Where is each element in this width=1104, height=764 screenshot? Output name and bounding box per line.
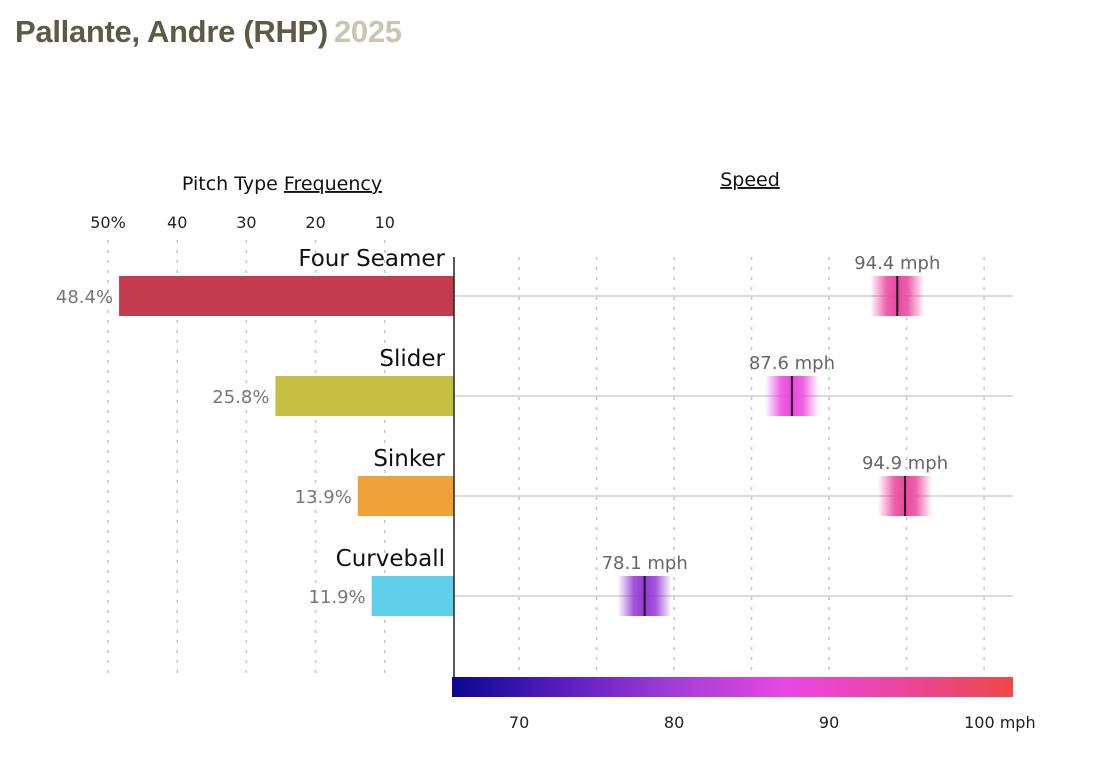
frequency-value-label: 11.9% <box>308 587 365 608</box>
frequency-tick-label: 20 <box>305 213 325 232</box>
frequency-heading[interactable]: Pitch Type Frequency <box>182 173 382 195</box>
speed-value-label: 94.4 mph <box>854 253 940 274</box>
frequency-tick-label: 50% <box>90 213 126 232</box>
chart-title: Pallante, Andre (RHP) 2025 <box>15 14 402 50</box>
frequency-tick-label: 40 <box>167 213 187 232</box>
frequency-value-label: 48.4% <box>56 287 113 308</box>
speed-tick-label: 90 <box>819 713 839 732</box>
pitch-row[interactable]: Sinker 13.9% 94.9 mph <box>295 446 1013 516</box>
frequency-bar[interactable] <box>119 276 455 316</box>
pitch-name-label: Slider <box>379 346 445 372</box>
player-name: Pallante, Andre (RHP) <box>15 14 328 49</box>
frequency-value-label: 25.8% <box>212 387 269 408</box>
season-year: 2025 <box>333 14 402 49</box>
speed-tick-label: 80 <box>664 713 684 732</box>
pitch-name-label: Sinker <box>373 446 445 472</box>
speed-color-scale <box>452 677 1013 697</box>
frequency-bar[interactable] <box>371 576 454 616</box>
frequency-value-label: 13.9% <box>295 487 352 508</box>
frequency-link[interactable]: Frequency <box>284 173 382 195</box>
speed-value-label: 94.9 mph <box>862 453 948 474</box>
speed-tick-label: 70 <box>509 713 529 732</box>
gridlines <box>107 240 985 680</box>
speed-value-label: 78.1 mph <box>602 553 688 574</box>
speed-tick-label: 100 mph <box>964 713 1036 732</box>
frequency-tick-label: 30 <box>236 213 256 232</box>
pitch-name-label: Four Seamer <box>298 246 445 272</box>
frequency-tick-label: 10 <box>375 213 395 232</box>
axis-ticks: 50% 40 30 20 10 70 80 90 100 mph <box>90 213 1035 732</box>
speed-value-label: 87.6 mph <box>749 353 835 374</box>
frequency-bar[interactable] <box>357 476 454 516</box>
speed-heading[interactable]: Speed <box>720 169 780 191</box>
frequency-bar[interactable] <box>275 376 454 416</box>
pitch-name-label: Curveball <box>336 546 445 572</box>
pitch-row[interactable]: Slider 25.8% 87.6 mph <box>212 346 1013 416</box>
pitch-rows: Four Seamer 48.4% 94.4 mph Slider 25.8% 87.6 … <box>56 246 1013 616</box>
pitch-row[interactable]: Curveball 11.9% 78.1 mph <box>308 546 1013 616</box>
pitch-row[interactable]: Four Seamer 48.4% 94.4 mph <box>56 246 1013 316</box>
